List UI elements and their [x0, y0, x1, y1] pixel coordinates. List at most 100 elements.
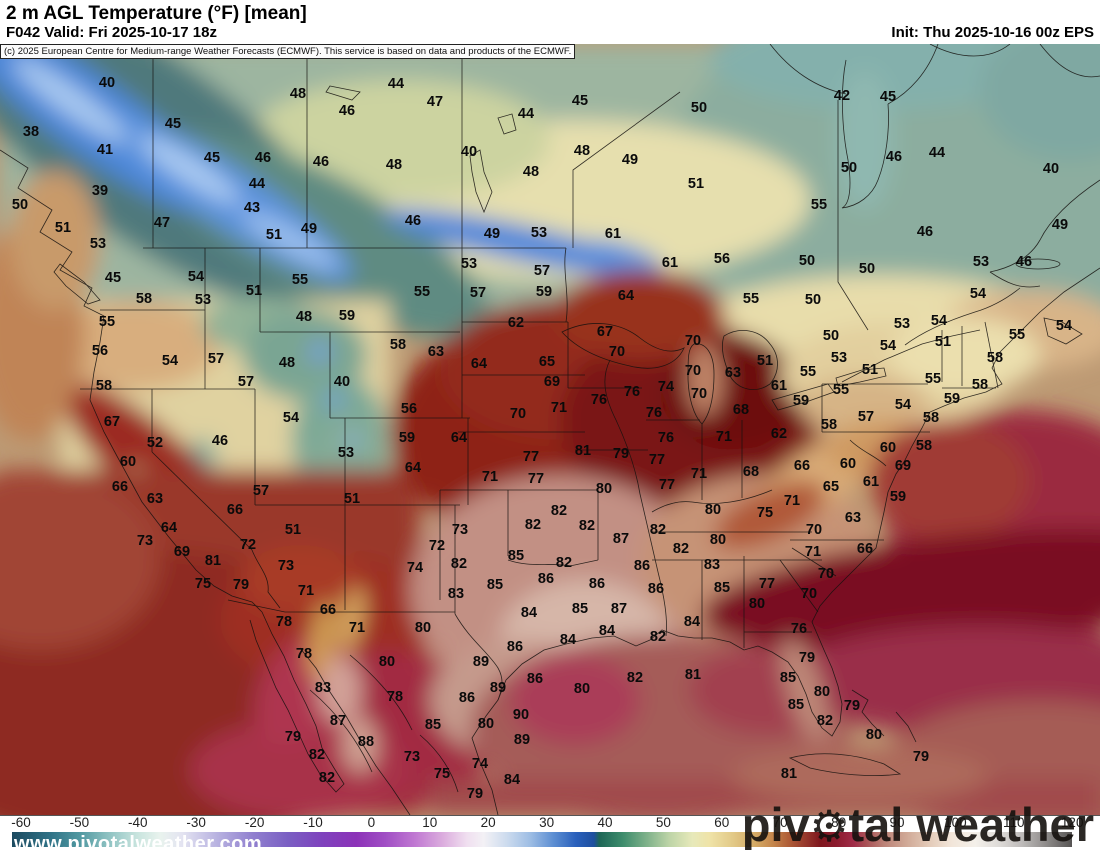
temp-label: 71: [716, 429, 732, 445]
temp-label: 76: [591, 392, 607, 408]
temp-label: 54: [970, 286, 986, 302]
temp-label: 82: [525, 517, 541, 533]
temp-label: 45: [204, 150, 220, 166]
temp-label: 82: [451, 556, 467, 572]
temp-label: 82: [673, 541, 689, 557]
temp-label: 57: [858, 409, 874, 425]
temp-label: 46: [255, 150, 271, 166]
temp-label: 88: [358, 734, 374, 750]
temp-label: 70: [806, 522, 822, 538]
temp-label: 53: [973, 254, 989, 270]
temp-label: 86: [634, 558, 650, 574]
colorbar-tick: -10: [303, 815, 323, 830]
temp-label: 85: [780, 670, 796, 686]
temp-label: 85: [425, 717, 441, 733]
temp-label: 60: [840, 456, 856, 472]
colorbar-tick: 90: [889, 815, 905, 830]
temp-label: 65: [823, 479, 839, 495]
temp-label: 86: [589, 576, 605, 592]
temp-label: 50: [12, 197, 28, 213]
temp-label: 51: [246, 283, 262, 299]
header-subrow: F042 Valid: Fri 2025-10-17 18z Init: Thu…: [0, 24, 1100, 41]
temp-label: 81: [685, 667, 701, 683]
temp-label: 54: [188, 269, 204, 285]
temp-label: 66: [320, 602, 336, 618]
temp-label: 45: [105, 270, 121, 286]
colorbar-tick: 40: [597, 815, 613, 830]
temp-label: 55: [833, 382, 849, 398]
temp-label: 75: [757, 505, 773, 521]
colorbar-tick: 70: [772, 815, 788, 830]
temp-label: 46: [886, 149, 902, 165]
temp-label: 45: [572, 93, 588, 109]
temp-label: 48: [296, 309, 312, 325]
temp-label: 76: [658, 430, 674, 446]
temp-label: 60: [120, 454, 136, 470]
temp-label: 70: [510, 406, 526, 422]
temp-label: 85: [714, 580, 730, 596]
temp-label: 61: [771, 378, 787, 394]
temp-label: 82: [319, 770, 335, 786]
temp-label: 73: [137, 533, 153, 549]
temp-label: 89: [473, 654, 489, 670]
temp-label: 84: [684, 614, 700, 630]
temp-label: 85: [508, 548, 524, 564]
temp-label: 77: [759, 576, 775, 592]
temp-label: 74: [407, 560, 423, 576]
temp-label: 71: [805, 544, 821, 560]
temp-label: 64: [471, 356, 487, 372]
temp-label: 81: [781, 766, 797, 782]
temp-label: 55: [811, 197, 827, 213]
temp-label: 84: [560, 632, 576, 648]
temp-label: 77: [528, 471, 544, 487]
temp-label: 49: [1052, 217, 1068, 233]
temp-label: 82: [650, 629, 666, 645]
colorbar-tick: 10: [422, 815, 438, 830]
init-time-label: Init: Thu 2025-10-16 00z EPS: [891, 24, 1094, 41]
temp-label: 80: [814, 684, 830, 700]
temp-label: 60: [880, 440, 896, 456]
temp-label: 71: [551, 400, 567, 416]
temp-label: 72: [429, 538, 445, 554]
temp-label: 79: [844, 698, 860, 714]
temp-label: 50: [823, 328, 839, 344]
temp-label: 57: [208, 351, 224, 367]
temp-label: 51: [344, 491, 360, 507]
temp-label: 71: [482, 469, 498, 485]
temp-label: 55: [925, 371, 941, 387]
temp-label: 75: [434, 766, 450, 782]
temp-label: 90: [513, 707, 529, 723]
temp-label: 64: [405, 460, 421, 476]
temp-label: 67: [104, 414, 120, 430]
gear-icon: ⚙: [809, 803, 849, 850]
temp-label: 63: [725, 365, 741, 381]
temp-label: 53: [90, 236, 106, 252]
temp-label: 41: [97, 142, 113, 158]
temp-label: 80: [478, 716, 494, 732]
temp-label: 82: [309, 747, 325, 763]
temp-label: 82: [551, 503, 567, 519]
temp-label: 57: [253, 483, 269, 499]
temp-label: 69: [174, 544, 190, 560]
temp-label: 71: [349, 620, 365, 636]
temp-label: 56: [714, 251, 730, 267]
colorbar-tick: 80: [831, 815, 847, 830]
temp-label: 40: [461, 144, 477, 160]
temp-label: 70: [609, 344, 625, 360]
temp-label: 70: [691, 386, 707, 402]
temp-label: 57: [238, 374, 254, 390]
temp-label: 49: [301, 221, 317, 237]
colorbar-tick-labels: -60 -50 -40 -30 -20 -10 0 10 20 30 40 50 60 70 80 90 100…: [0, 815, 1100, 831]
temp-label: 44: [518, 106, 534, 122]
temp-label: 48: [290, 86, 306, 102]
temp-label: 86: [648, 581, 664, 597]
temp-label: 51: [935, 334, 951, 350]
temp-label: 54: [895, 397, 911, 413]
temp-label: 64: [161, 520, 177, 536]
map-area: 40 48 45 46 38 41 45 46 46 39 44 43 50 51 47 49 51 53 45 54…: [0, 44, 1100, 850]
temp-label: 84: [504, 772, 520, 788]
temp-label: 54: [162, 353, 178, 369]
temp-label: 50: [805, 292, 821, 308]
temp-label: 66: [227, 502, 243, 518]
temp-label: 80: [379, 654, 395, 670]
